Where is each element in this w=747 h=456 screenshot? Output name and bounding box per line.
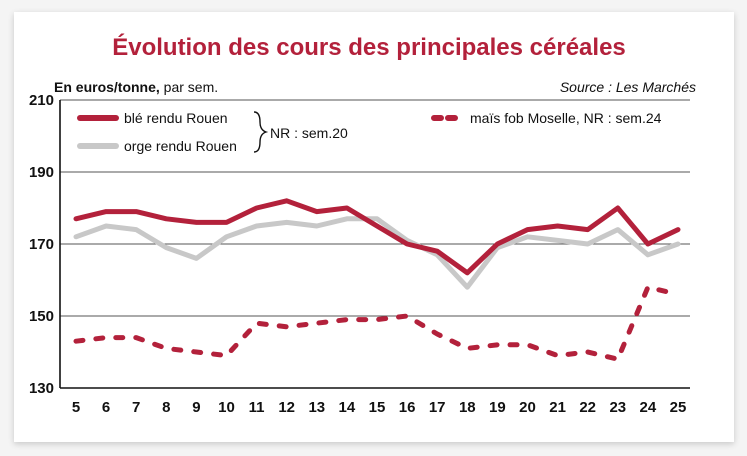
y-axis-ticks: 210 190 170 150 130: [29, 92, 54, 397]
x-tick-label: 14: [339, 399, 356, 416]
series-line-2: [73, 284, 681, 362]
x-axis-ticks: 5 6 7 8 9 10 11 12 13 14 15 16 17 18 19 20 21 22 23 24 25: [72, 399, 687, 416]
x-tick-label: 21: [549, 399, 566, 416]
x-tick-label: 25: [670, 399, 687, 416]
y-tick-label: 170: [29, 236, 54, 253]
unit-label: En euros/tonne, par sem.: [54, 79, 218, 95]
x-tick-label: 12: [278, 399, 295, 416]
x-tick-label: 20: [519, 399, 536, 416]
legend-label-orge: orge rendu Rouen: [124, 138, 237, 154]
y-tick-label: 150: [29, 308, 54, 325]
unit-label-rest: par sem.: [160, 79, 218, 95]
chart-card: Évolution des cours des principales céré…: [14, 12, 734, 442]
x-tick-label: 8: [162, 399, 170, 416]
x-tick-label: 16: [399, 399, 416, 416]
x-tick-label: 11: [249, 399, 265, 416]
x-tick-label: 22: [579, 399, 596, 416]
x-tick-label: 13: [308, 399, 325, 416]
x-tick-label: 15: [369, 399, 386, 416]
x-tick-label: 7: [132, 399, 140, 416]
x-tick-label: 18: [459, 399, 476, 416]
series-line-0: [73, 216, 681, 290]
legend-label-ble: blé rendu Rouen: [124, 110, 228, 126]
series-line-1: [73, 198, 681, 276]
x-tick-label: 9: [192, 399, 200, 416]
x-tick-label: 10: [218, 399, 235, 416]
legend: blé rendu Rouen orge rendu Rouen NR : se…: [77, 110, 662, 154]
y-tick-label: 190: [29, 164, 54, 181]
y-tick-label: 210: [29, 92, 54, 109]
x-tick-label: 17: [429, 399, 446, 416]
x-tick-label: 19: [489, 399, 506, 416]
chart: Évolution des cours des principales céré…: [29, 33, 696, 416]
y-tick-label: 130: [29, 380, 54, 397]
unit-label-bold: En euros/tonne,: [54, 79, 160, 95]
axes: [59, 100, 690, 389]
x-tick-label: 6: [102, 399, 110, 416]
legend-bracket: [253, 111, 269, 153]
series-layer: [73, 198, 681, 362]
grid: [60, 99, 690, 317]
chart-title: Évolution des cours des principales céré…: [112, 33, 626, 61]
x-tick-label: 23: [609, 399, 626, 416]
source-label: Source : Les Marchés: [560, 79, 696, 95]
x-tick-label: 5: [72, 399, 80, 416]
legend-bracket-label: NR : sem.20: [270, 125, 348, 141]
legend-label-mais: maïs fob Moselle, NR : sem.24: [470, 110, 662, 126]
x-tick-label: 24: [640, 399, 657, 416]
